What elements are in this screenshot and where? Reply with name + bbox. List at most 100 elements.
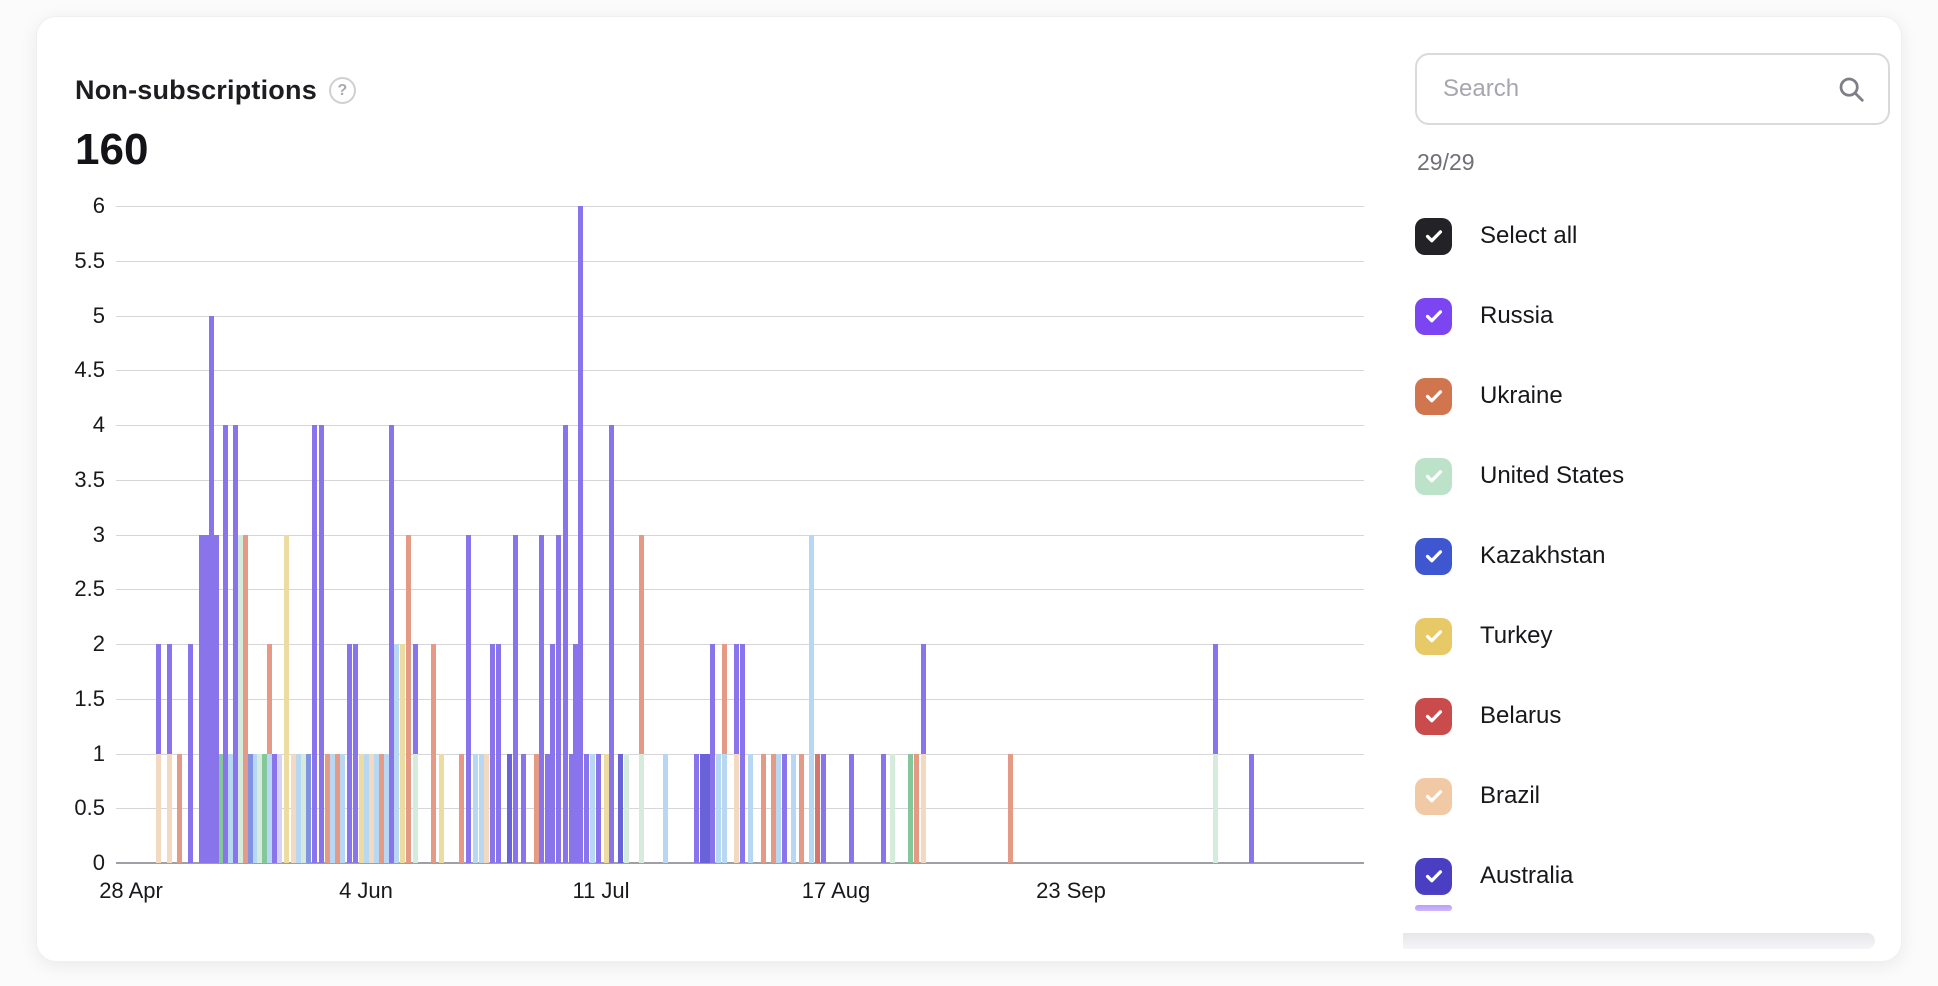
bar-stack: [791, 753, 796, 863]
bar-segment-salmon: [243, 534, 248, 863]
bar-segment-purple: [782, 753, 787, 863]
checkbox[interactable]: [1415, 457, 1452, 495]
bar-stack: [177, 753, 182, 863]
country-list-item-australia[interactable]: Australia: [1415, 857, 1573, 895]
checkbox[interactable]: [1415, 377, 1452, 415]
bar-stack: [330, 753, 335, 863]
bar-segment-indigo: [705, 753, 710, 863]
bar-stack: [291, 753, 296, 863]
bar-stack: [223, 425, 228, 863]
bar-stack: [238, 534, 243, 863]
bar-stack: [722, 644, 727, 863]
bar-stack: [479, 753, 484, 863]
y-tick-label: 2: [92, 631, 105, 656]
country-list-item-kazakhstan[interactable]: Kazakhstan: [1415, 537, 1605, 575]
bar-segment-purple: [214, 534, 219, 863]
country-list-item-united-states[interactable]: United States: [1415, 457, 1624, 495]
bar-segment-lightblue: [473, 753, 478, 863]
bar-stack: [921, 644, 926, 863]
bar-stack: [209, 315, 214, 863]
checkbox[interactable]: [1415, 857, 1452, 895]
bar-stack: [253, 753, 258, 863]
country-label: Russia: [1480, 302, 1554, 329]
y-tick-label: 5.5: [74, 247, 105, 273]
bar-segment-salmon: [761, 753, 766, 863]
bar-segment-purple: [550, 644, 555, 863]
bar-segment-peach: [156, 753, 161, 863]
bar-stack: [389, 425, 394, 863]
bar-stack: [590, 753, 595, 863]
search-icon[interactable]: [1836, 74, 1866, 104]
bar-stack: [584, 753, 589, 863]
x-tick-label: 17 Aug: [801, 878, 871, 903]
bar-stack: [277, 753, 282, 863]
checkbox[interactable]: [1415, 777, 1452, 815]
country-list-item-belarus[interactable]: Belarus: [1415, 697, 1561, 735]
bar-segment-purple: [578, 206, 583, 863]
x-axis-line: [116, 862, 1364, 864]
bar-stack: [374, 753, 379, 863]
bar-segment-lightblue: [364, 753, 369, 863]
country-list-item-ukraine[interactable]: Ukraine: [1415, 377, 1563, 415]
country-list-item-russia[interactable]: Russia: [1415, 297, 1553, 335]
country-list-item-brazil[interactable]: Brazil: [1415, 777, 1540, 815]
bar-stack: [379, 753, 384, 863]
bar-segment-yellow: [604, 753, 609, 863]
bar-segment-salmon: [431, 644, 436, 863]
bar-stack: [312, 425, 317, 863]
bar-segment-purple: [223, 425, 228, 863]
bar-segment-purple: [569, 753, 574, 863]
bar-segment-red: [815, 753, 820, 863]
y-tick-label: 0: [92, 850, 105, 875]
gridline: [116, 206, 1364, 207]
y-tick-label: 1: [92, 740, 105, 766]
checkbox[interactable]: [1415, 697, 1452, 735]
bar-segment-purple: [740, 644, 745, 863]
bar-segment-purple: [312, 425, 317, 863]
bar-stack: [563, 425, 568, 863]
x-tick-label: 11 Jul: [572, 878, 630, 903]
bar-stack: [776, 753, 781, 863]
search-input[interactable]: [1417, 55, 1836, 123]
y-tick-label: 4: [92, 412, 105, 437]
bar-segment-purple: [167, 644, 172, 754]
bar-segment-salmon: [267, 644, 272, 754]
checkbox[interactable]: [1415, 217, 1452, 255]
bar-segment-salmon: [379, 753, 384, 863]
x-tick-label: 23 Sep: [1036, 878, 1106, 903]
scrollbar-track[interactable]: [1403, 933, 1875, 949]
bar-stack: [262, 753, 267, 863]
bar-segment-mint: [890, 753, 895, 863]
bar-segment-lightblue: [776, 753, 781, 863]
bar-segment-purple: [188, 644, 193, 863]
bar-segment-purple: [204, 534, 209, 863]
bar-stack: [167, 644, 172, 863]
checkbox[interactable]: [1415, 617, 1452, 655]
bar-stack: [319, 425, 324, 863]
bar-segment-purple: [233, 425, 238, 863]
country-list-item-turkey[interactable]: Turkey: [1415, 617, 1552, 655]
bar-segment-indigo: [507, 753, 512, 863]
bar-segment-yellow: [359, 753, 364, 863]
bar-stack: [710, 644, 715, 863]
bar-stack: [296, 753, 301, 863]
bar-segment-peach: [921, 753, 926, 863]
help-icon[interactable]: ?: [328, 77, 356, 104]
bar-segment-purple: [199, 534, 204, 863]
bar-segment-peach: [369, 753, 374, 863]
country-list-item-select-all[interactable]: Select all: [1415, 217, 1577, 255]
bar-segment-lightblue: [374, 753, 379, 863]
search-box: [1415, 53, 1890, 125]
y-tick-label: 3.5: [74, 466, 105, 492]
checkbox[interactable]: [1415, 297, 1452, 335]
checkbox[interactable]: [1415, 537, 1452, 575]
gridline: [116, 260, 1364, 262]
gridline: [116, 425, 1364, 426]
y-tick-label: 5: [92, 302, 105, 328]
bar-stack: [484, 753, 489, 863]
bar-segment-purple: [710, 644, 715, 863]
bar-stack: [400, 644, 405, 863]
country-filter-panel: 29/29 Select all Russia Ukraine: [1403, 53, 1899, 953]
bar-stack: [569, 753, 574, 863]
bar-stack: [459, 753, 464, 863]
